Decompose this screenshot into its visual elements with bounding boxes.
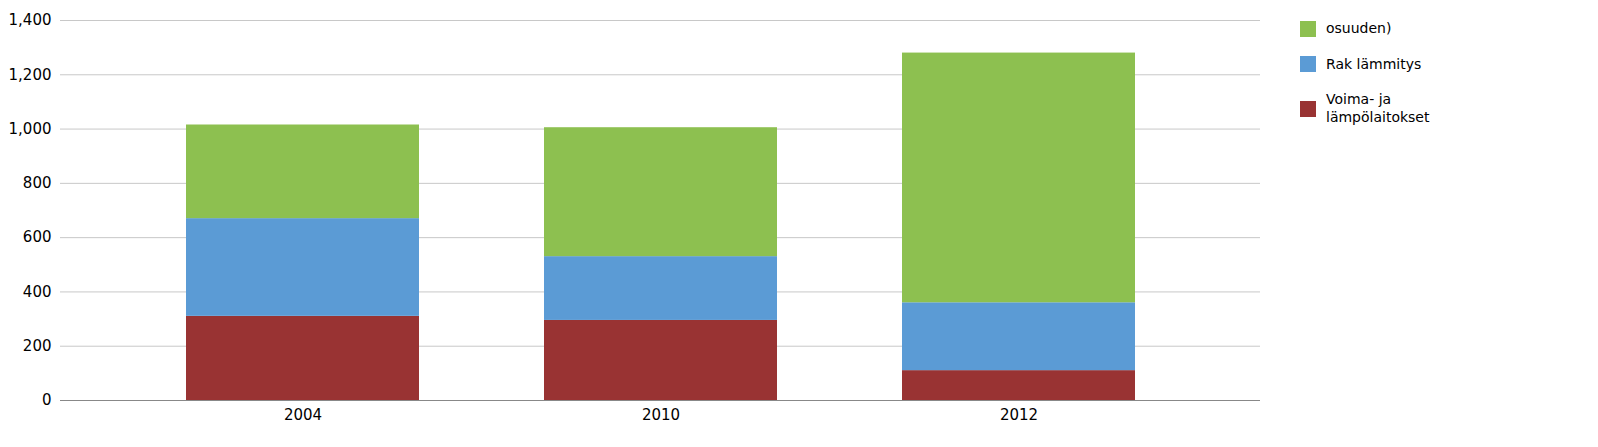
svg-text:1,400: 1,400 bbox=[9, 11, 52, 29]
svg-text:1,000: 1,000 bbox=[9, 120, 52, 138]
svg-text:800: 800 bbox=[23, 174, 52, 192]
svg-text:2010: 2010 bbox=[642, 406, 680, 424]
svg-text:1,200: 1,200 bbox=[9, 66, 52, 84]
svg-text:2012: 2012 bbox=[1000, 406, 1038, 424]
svg-text:600: 600 bbox=[23, 228, 52, 246]
html-text:Rak lämmitys: Rak lämmitys bbox=[1326, 55, 1422, 72]
svg-text:2004: 2004 bbox=[284, 406, 322, 424]
html-text:osuuden): osuuden) bbox=[1326, 20, 1392, 36]
html-text:Voima- ja lämpölaitokset: Voima- ja lämpölaitokset bbox=[1326, 91, 1430, 125]
svg-text:0: 0 bbox=[42, 391, 52, 409]
svg-text:400: 400 bbox=[23, 283, 52, 301]
svg-text:200: 200 bbox=[23, 337, 52, 355]
